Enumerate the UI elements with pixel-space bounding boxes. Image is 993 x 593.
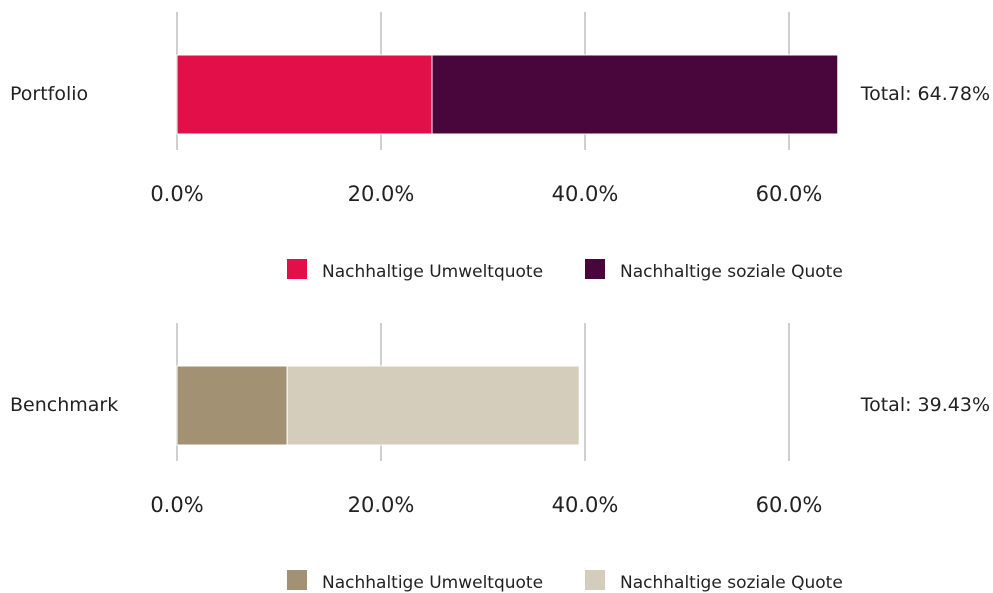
legend-label: Nachhaltige Umweltquote: [322, 573, 543, 593]
bar-segment: [286, 365, 580, 446]
legend-swatch: [585, 570, 605, 590]
bar-segment: [431, 54, 839, 135]
x-tick-label: 60.0%: [756, 182, 823, 206]
legend-swatch: [585, 259, 605, 279]
x-tick-label: 40.0%: [552, 182, 619, 206]
x-tick-label: 0.0%: [150, 493, 203, 517]
x-tick-label: 60.0%: [756, 493, 823, 517]
x-tick-label: 0.0%: [150, 182, 203, 206]
legend-label: Nachhaltige Umweltquote: [322, 262, 543, 282]
category-label: Portfolio: [10, 83, 88, 105]
bar-segment: [176, 54, 433, 135]
bar-segment: [176, 365, 288, 446]
category-label: Benchmark: [10, 394, 118, 416]
x-tick-label: 40.0%: [552, 493, 619, 517]
total-label: Total: 64.78%: [860, 83, 990, 105]
legend-label: Nachhaltige soziale Quote: [620, 262, 843, 282]
legend-swatch: [287, 259, 307, 279]
legend-label: Nachhaltige soziale Quote: [620, 573, 843, 593]
legend-swatch: [287, 570, 307, 590]
total-label: Total: 39.43%: [860, 394, 990, 416]
x-tick-label: 20.0%: [348, 182, 415, 206]
x-tick-label: 20.0%: [348, 493, 415, 517]
